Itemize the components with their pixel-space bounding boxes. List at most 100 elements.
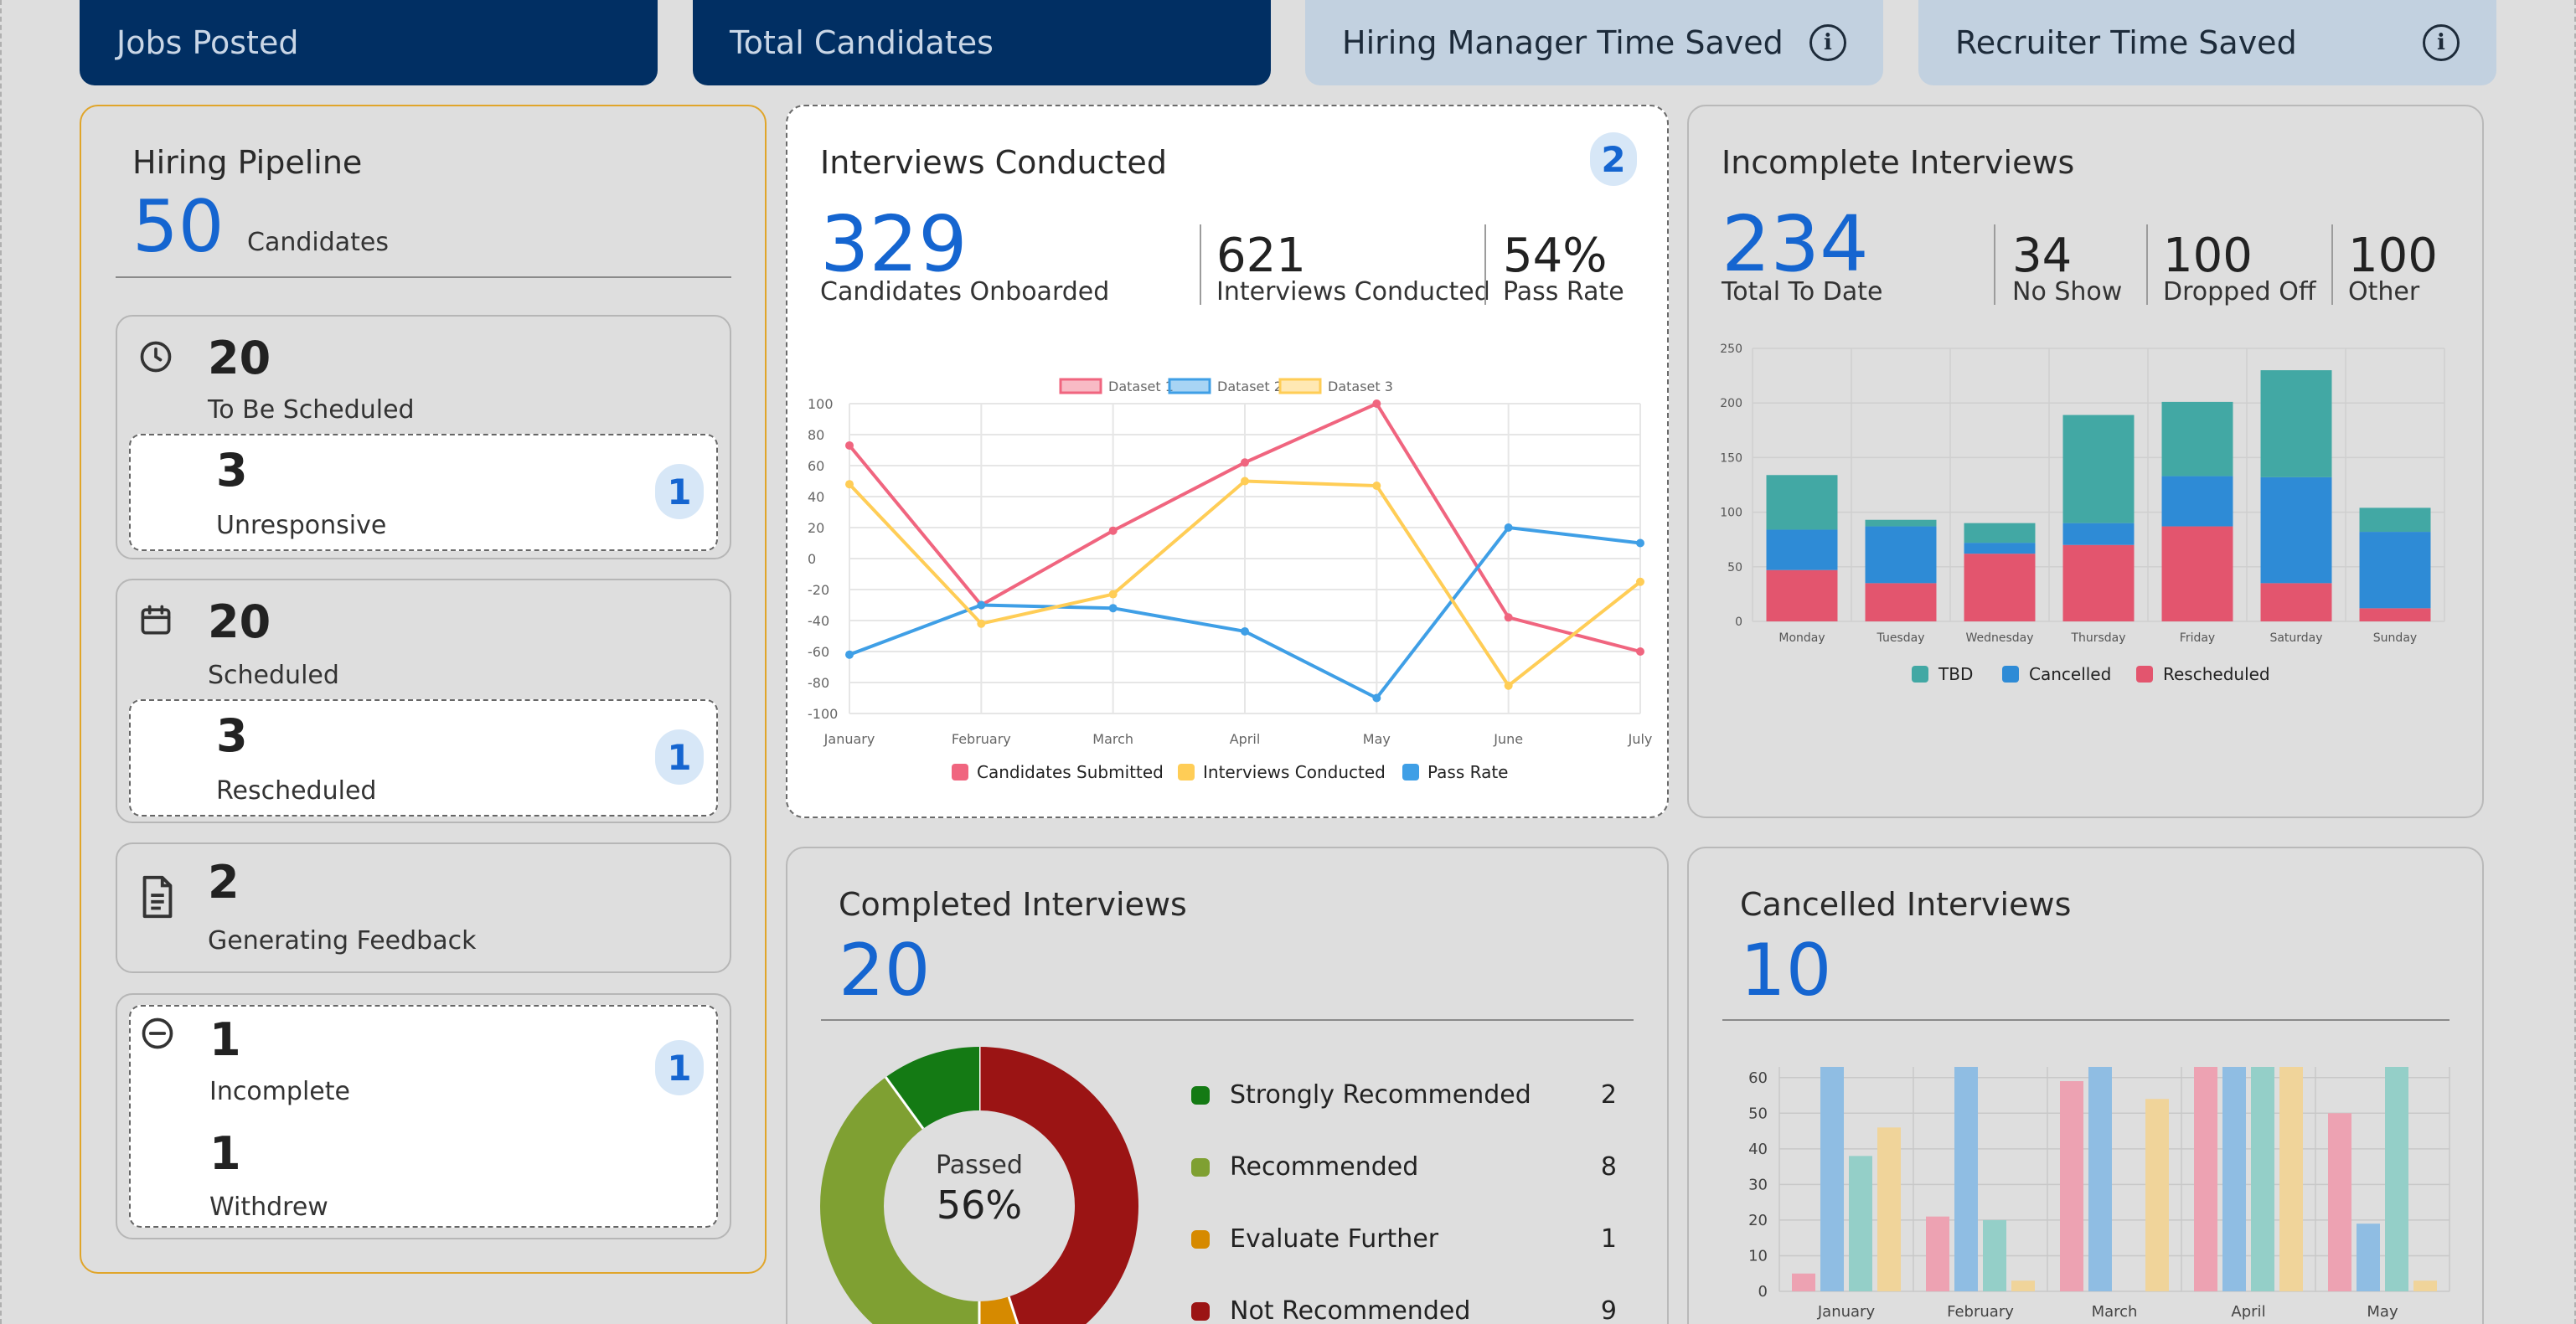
- bar: [2328, 1113, 2351, 1291]
- dropped-off-value: 100: [2163, 229, 2253, 283]
- recommendation-donut-chart: [820, 1047, 1138, 1324]
- legend-item: Strongly Recommended: [1191, 1080, 1531, 1110]
- bar-segment: [2260, 583, 2332, 621]
- bar-segment: [2359, 507, 2431, 533]
- y-tick-label: -20: [808, 582, 829, 598]
- incomplete-stacked-bar-chart: 250 200 150 100 50 0 Monday Tuesday Wednesday Thu…: [1720, 343, 2445, 684]
- data-point: [1504, 613, 1513, 622]
- divider: [1484, 224, 1486, 305]
- unresponsive-count: 3: [216, 444, 248, 497]
- x-tick-label: April: [2231, 1303, 2265, 1321]
- x-tick-label: March: [2092, 1303, 2138, 1321]
- hiring-manager-time-saved-label: Hiring Manager Time Saved: [1342, 24, 1784, 61]
- bar: [2279, 1067, 2303, 1291]
- bar-segment: [1865, 526, 1937, 584]
- info-icon[interactable]: i: [2423, 24, 2460, 61]
- completed-interviews-value: 20: [839, 929, 931, 1012]
- data-point: [1636, 538, 1644, 548]
- x-tick-label: Sunday: [2373, 631, 2417, 645]
- interviews-conducted-badge[interactable]: 2: [1590, 132, 1637, 186]
- y-tick-label: -60: [808, 644, 829, 660]
- candidates-onboarded-value: 329: [820, 199, 968, 289]
- legend-label: Dataset 2: [1217, 379, 1283, 394]
- x-tick-label: January: [823, 731, 875, 747]
- to-be-scheduled-card[interactable]: 20 To Be Scheduled 3 Unresponsive 1: [116, 315, 731, 559]
- legend-swatch: [2136, 666, 2153, 683]
- legend-label: TBD: [1938, 664, 1973, 684]
- y-tick-label: 100: [808, 396, 834, 412]
- bar-segment: [1964, 523, 2036, 544]
- bar: [2385, 1067, 2408, 1291]
- y-tick-label: 150: [1720, 451, 1742, 465]
- incomplete-inner[interactable]: 1 Incomplete 1 1 Withdrew: [129, 1005, 718, 1228]
- data-point: [845, 440, 854, 450]
- scheduled-label: Scheduled: [208, 661, 339, 690]
- cancelled-interviews-value: 10: [1740, 929, 1832, 1012]
- generating-feedback-card[interactable]: 2 Generating Feedback: [116, 842, 731, 973]
- y-tick-label: -100: [808, 706, 838, 722]
- x-tick-label: June: [1493, 731, 1523, 747]
- minus-circle-icon: [142, 1017, 173, 1049]
- legend-label: Dataset 3: [1328, 379, 1393, 394]
- x-tick-label: May: [1363, 731, 1391, 747]
- data-point: [1108, 604, 1118, 613]
- total-candidates-tab[interactable]: Total Candidates: [693, 0, 1271, 85]
- bar-segment: [2359, 532, 2431, 609]
- legend-item: Recommended: [1191, 1152, 1418, 1182]
- y-tick-label: 0: [1758, 1283, 1768, 1301]
- legend-dot: [1191, 1085, 1210, 1105]
- legend-item: Not Recommended: [1191, 1296, 1470, 1324]
- legend-swatch: [1912, 666, 1928, 683]
- incomplete-label: Incomplete: [209, 1077, 350, 1106]
- hiring-pipeline-title: Hiring Pipeline: [132, 144, 363, 181]
- recruiter-time-saved-label: Recruiter Time Saved: [1955, 24, 2297, 61]
- info-icon[interactable]: i: [1809, 24, 1846, 61]
- incomplete-card[interactable]: 1 Incomplete 1 1 Withdrew: [116, 993, 731, 1239]
- x-tick-label: Wednesday: [1965, 631, 2033, 645]
- data-point: [845, 650, 854, 659]
- withdrew-label: Withdrew: [209, 1193, 328, 1222]
- y-tick-label: 60: [1748, 1069, 1768, 1087]
- recruiter-time-saved-tab[interactable]: Recruiter Time Saved i: [1918, 0, 2496, 85]
- legend-value: 8: [1600, 1152, 1617, 1182]
- donut-center-label: Passed: [936, 1151, 1023, 1180]
- data-point: [1636, 647, 1644, 656]
- bar: [2194, 1067, 2217, 1291]
- jobs-posted-label: Jobs Posted: [116, 24, 299, 61]
- slice-separator: [885, 1076, 925, 1130]
- rescheduled-card[interactable]: 3 Rescheduled 1: [129, 699, 718, 817]
- clock-icon: [140, 341, 172, 373]
- unresponsive-card[interactable]: 3 Unresponsive 1: [129, 434, 718, 551]
- bar: [2251, 1067, 2274, 1291]
- y-tick-label: 0: [1735, 616, 1742, 629]
- unresponsive-badge[interactable]: 1: [655, 464, 704, 519]
- interviews-conducted-card: [786, 105, 1669, 818]
- pass-rate-value: 54%: [1503, 229, 1608, 283]
- generating-feedback-label: Generating Feedback: [208, 926, 477, 956]
- incomplete-interviews-title: Incomplete Interviews: [1722, 144, 2075, 181]
- bar-segment: [1865, 519, 1937, 527]
- jobs-posted-tab[interactable]: Jobs Posted: [80, 0, 658, 85]
- total-to-date-value: 234: [1722, 199, 1869, 289]
- dropped-off-label: Dropped Off: [2163, 277, 2316, 307]
- interviews-line-chart: 100 80 60 40 20 0 -20 -40 -60 -80 -100 January Febru…: [808, 378, 1652, 782]
- y-tick-label: 250: [1720, 343, 1742, 356]
- donut-slice: [820, 1077, 980, 1324]
- pipeline-total: 50: [132, 185, 225, 269]
- bar-segment: [1766, 529, 1838, 570]
- x-tick-label: April: [1230, 731, 1261, 747]
- bar: [2060, 1081, 2083, 1291]
- legend-label: Interviews Conducted: [1203, 762, 1386, 782]
- legend-swatch: [2002, 666, 2019, 683]
- interviews-conducted-value: 621: [1216, 229, 1306, 283]
- rescheduled-badge[interactable]: 1: [655, 729, 704, 785]
- x-tick-label: May: [2367, 1303, 2398, 1321]
- incomplete-badge[interactable]: 1: [655, 1040, 704, 1095]
- scheduled-card[interactable]: 20 Scheduled 3 Rescheduled 1: [116, 579, 731, 823]
- legend-label: Dataset 1: [1108, 379, 1174, 394]
- y-tick-label: 30: [1748, 1176, 1768, 1193]
- bar: [1820, 1067, 1844, 1291]
- donut-slice: [885, 1047, 981, 1130]
- y-tick-label: 60: [808, 458, 824, 474]
- hiring-manager-time-saved-tab[interactable]: Hiring Manager Time Saved i: [1305, 0, 1883, 85]
